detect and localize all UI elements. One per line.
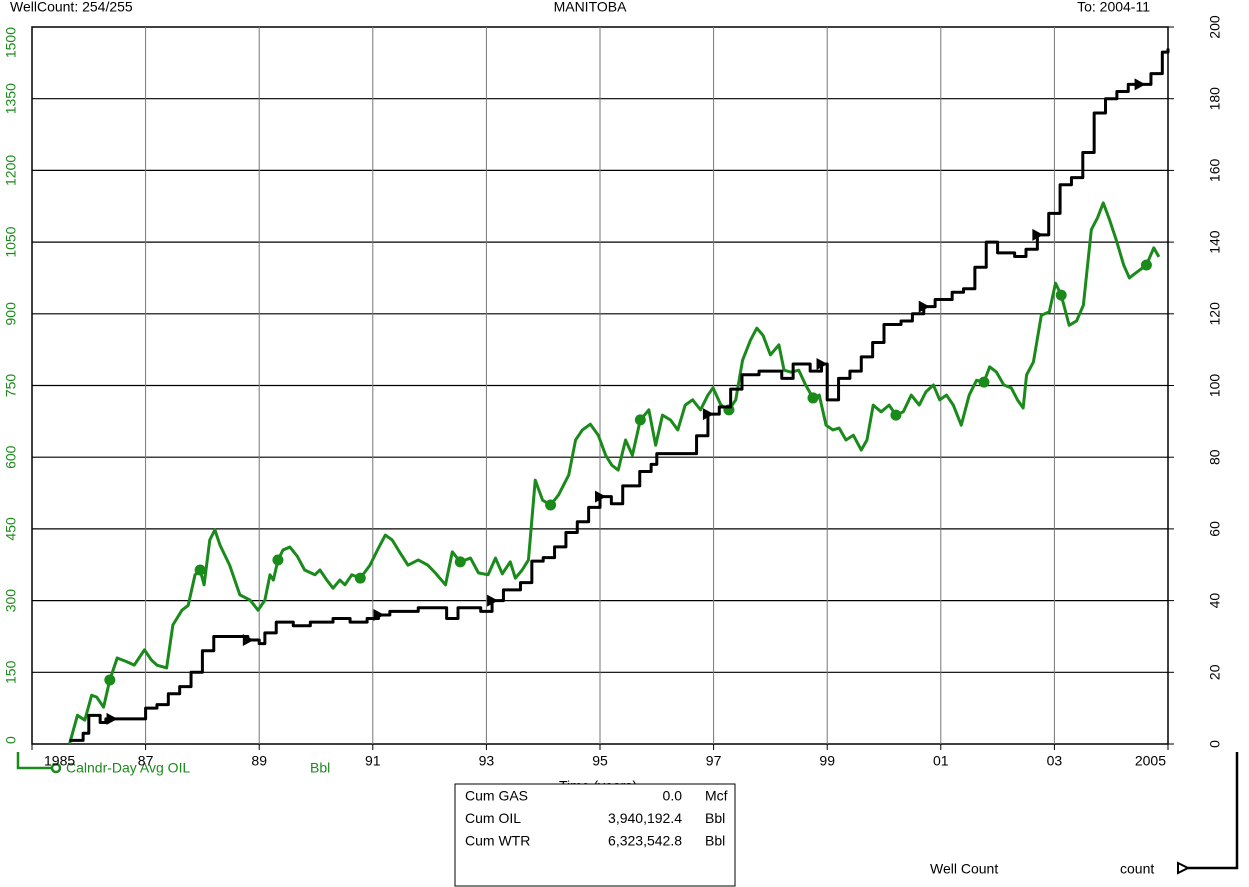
y-tick-label: 1350 xyxy=(3,83,19,114)
summary-value: 0.0 xyxy=(663,788,683,804)
legend-label: Calndr-Day Avg OIL xyxy=(66,760,190,776)
legend-marker xyxy=(50,762,62,774)
x-tick-label: 97 xyxy=(706,753,722,769)
series-marker xyxy=(918,300,930,313)
summary-box xyxy=(454,783,736,887)
x-tick-label: 93 xyxy=(479,753,495,769)
summary-unit: Bbl xyxy=(705,833,725,849)
summary-unit: Mcf xyxy=(705,788,728,804)
x-tick-label: 99 xyxy=(819,753,835,769)
series-marker xyxy=(354,572,366,584)
y2-tick-label: 0 xyxy=(1207,740,1223,748)
y-tick-label: 150 xyxy=(3,660,19,684)
legend-marker xyxy=(1177,861,1191,875)
series-marker xyxy=(702,408,714,421)
y2-tick-label: 60 xyxy=(1207,521,1223,537)
header-right: To: 2004-11 xyxy=(1077,0,1150,15)
x-tick-label: 2005 xyxy=(1135,753,1166,769)
series-marker xyxy=(106,712,118,725)
summary-value: 3,940,192.4 xyxy=(608,810,682,826)
series-line xyxy=(68,201,1161,745)
y2-tick-label: 20 xyxy=(1207,664,1223,680)
legend-label: Well Count xyxy=(930,861,998,877)
series-marker xyxy=(194,564,206,576)
y2-tick-label: 200 xyxy=(1207,15,1223,39)
x-tick-label: 89 xyxy=(251,753,267,769)
summary-label: Cum GAS xyxy=(465,788,528,804)
series-marker xyxy=(816,357,828,370)
y2-tick-label: 100 xyxy=(1207,374,1223,398)
y-tick-label: 900 xyxy=(3,302,19,326)
series-marker xyxy=(1134,78,1146,91)
header-left: WellCount: 254/255 xyxy=(10,0,133,15)
summary-unit: Bbl xyxy=(705,810,725,826)
x-tick-label: 87 xyxy=(138,753,154,769)
x-tick-label: 03 xyxy=(1047,753,1063,769)
y2-tick-label: 120 xyxy=(1207,302,1223,326)
x-tick-label: 1985 xyxy=(44,753,75,769)
y2-tick-label: 140 xyxy=(1207,230,1223,254)
y2-tick-label: 80 xyxy=(1207,449,1223,465)
y-tick-label: 300 xyxy=(3,589,19,613)
series-marker xyxy=(545,499,557,511)
series-marker xyxy=(373,608,385,621)
series-marker xyxy=(1055,289,1067,301)
y-tick-label: 1200 xyxy=(3,155,19,186)
series-marker xyxy=(487,594,499,607)
x-tick-label: 91 xyxy=(365,753,381,769)
series-marker xyxy=(242,634,254,647)
x-tick-label: 01 xyxy=(933,753,949,769)
y-tick-label: 1050 xyxy=(3,226,19,257)
chart-title: MANITOBA xyxy=(554,0,628,15)
legend-connector xyxy=(16,752,52,770)
y-tick-label: 450 xyxy=(3,517,19,541)
summary-label: Cum WTR xyxy=(465,833,530,849)
y2-tick-label: 180 xyxy=(1207,87,1223,111)
series-marker xyxy=(1032,228,1044,241)
summary-label: Cum OIL xyxy=(465,810,521,826)
series-marker xyxy=(634,414,646,426)
x-tick-label: 95 xyxy=(592,753,608,769)
series-marker xyxy=(272,554,284,566)
summary-value: 6,323,542.8 xyxy=(608,833,682,849)
series-marker xyxy=(807,392,819,404)
series-marker xyxy=(595,490,606,503)
series-marker xyxy=(978,376,990,388)
legend-connector xyxy=(1188,752,1239,870)
y-tick-label: 1500 xyxy=(3,27,19,58)
series-marker xyxy=(454,556,466,568)
series-marker xyxy=(104,674,116,686)
y2-tick-label: 40 xyxy=(1207,593,1223,609)
series-marker xyxy=(890,409,902,421)
y2-tick-label: 160 xyxy=(1207,159,1223,183)
series-marker xyxy=(1140,259,1152,271)
y-tick-label: 600 xyxy=(3,445,19,469)
legend-unit: count xyxy=(1120,861,1154,877)
y-tick-label: 750 xyxy=(3,374,19,398)
series-line xyxy=(69,48,1170,742)
y-tick-label: 0 xyxy=(3,736,19,744)
legend-unit: Bbl xyxy=(310,760,330,776)
